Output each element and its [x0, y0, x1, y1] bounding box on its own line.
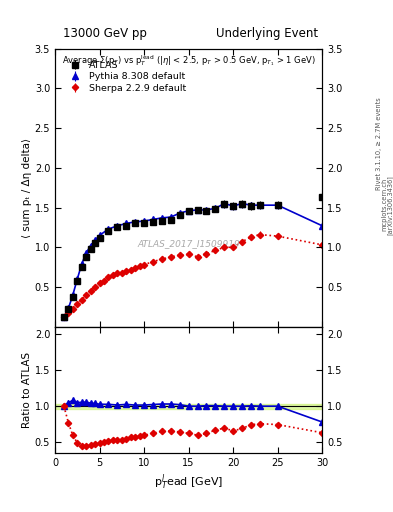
Text: ATLAS_2017_I1509919: ATLAS_2017_I1509919 [137, 239, 240, 248]
Text: Average $\Sigma$(p$_T$) vs p$_T^{\rm lead}$ ($|\eta|$ < 2.5, p$_T$ > 0.5 GeV, p$: Average $\Sigma$(p$_T$) vs p$_T^{\rm lea… [62, 53, 316, 68]
Text: mcplots.cern.ch: mcplots.cern.ch [381, 178, 387, 231]
Text: 13000 GeV pp: 13000 GeV pp [63, 27, 147, 39]
Y-axis label: ⟨ sum pₜ / Δη delta⟩: ⟨ sum pₜ / Δη delta⟩ [22, 138, 32, 238]
Text: [arXiv:1306.3436]: [arXiv:1306.3436] [386, 175, 393, 234]
X-axis label: p$_T^l$ead [GeV]: p$_T^l$ead [GeV] [154, 472, 223, 492]
Legend: ATLAS, Pythia 8.308 default, Sherpa 2.2.9 default: ATLAS, Pythia 8.308 default, Sherpa 2.2.… [65, 59, 188, 94]
Text: Rivet 3.1.10, ≥ 2.7M events: Rivet 3.1.10, ≥ 2.7M events [376, 97, 382, 190]
Y-axis label: Ratio to ATLAS: Ratio to ATLAS [22, 352, 32, 428]
Text: Underlying Event: Underlying Event [216, 27, 318, 39]
Bar [55, 403, 322, 409]
